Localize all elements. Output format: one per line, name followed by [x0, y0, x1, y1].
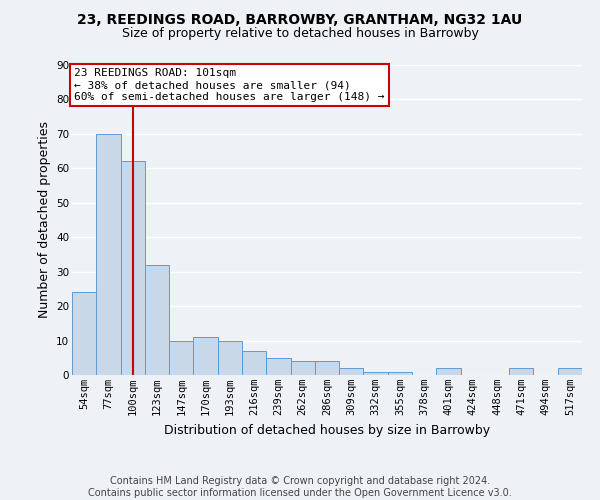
Bar [193, 337, 218, 375]
Text: 23, REEDINGS ROAD, BARROWBY, GRANTHAM, NG32 1AU: 23, REEDINGS ROAD, BARROWBY, GRANTHAM, N… [77, 12, 523, 26]
Bar [72, 292, 96, 375]
Bar [436, 368, 461, 375]
Bar [315, 361, 339, 375]
Text: 23 REEDINGS ROAD: 101sqm
← 38% of detached houses are smaller (94)
60% of semi-d: 23 REEDINGS ROAD: 101sqm ← 38% of detach… [74, 68, 385, 102]
Bar [290, 361, 315, 375]
Bar [339, 368, 364, 375]
Bar [558, 368, 582, 375]
X-axis label: Distribution of detached houses by size in Barrowby: Distribution of detached houses by size … [164, 424, 490, 436]
Bar [96, 134, 121, 375]
Bar [121, 162, 145, 375]
Bar [266, 358, 290, 375]
Bar [218, 340, 242, 375]
Y-axis label: Number of detached properties: Number of detached properties [38, 122, 50, 318]
Bar [169, 340, 193, 375]
Text: Size of property relative to detached houses in Barrowby: Size of property relative to detached ho… [122, 28, 478, 40]
Bar [145, 265, 169, 375]
Bar [364, 372, 388, 375]
Bar [242, 351, 266, 375]
Bar [509, 368, 533, 375]
Bar [388, 372, 412, 375]
Text: Contains HM Land Registry data © Crown copyright and database right 2024.
Contai: Contains HM Land Registry data © Crown c… [88, 476, 512, 498]
